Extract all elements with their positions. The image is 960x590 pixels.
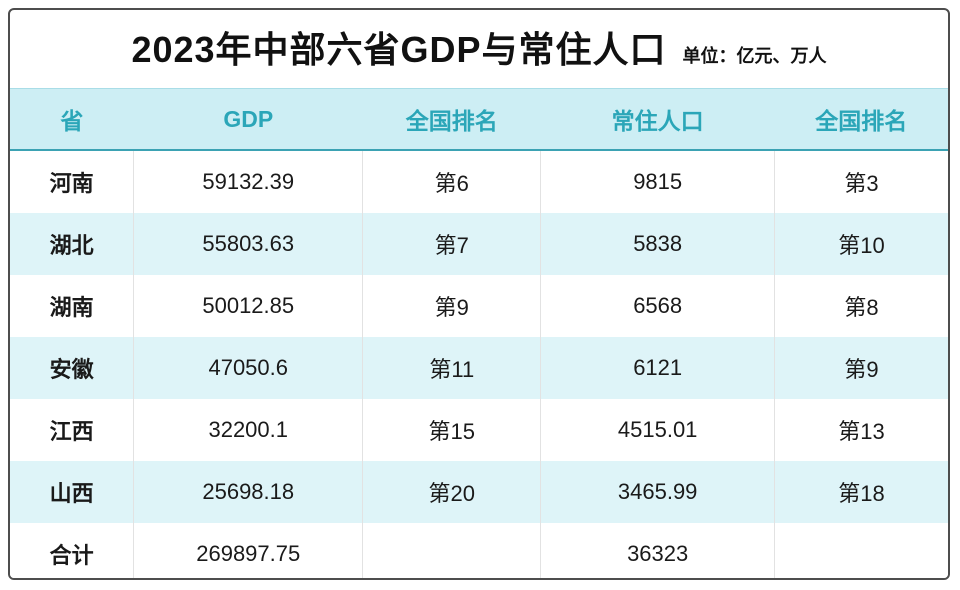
- cell-province: 湖北: [10, 213, 135, 275]
- cell-population-rank: 第9: [844, 357, 879, 382]
- cell-province: 合计: [10, 523, 135, 578]
- cell-population: 6568: [540, 275, 775, 337]
- cell-province: 安徽: [10, 337, 135, 399]
- cell-province: 湖南: [10, 275, 135, 337]
- cell-population: 36323: [540, 523, 775, 578]
- cell-gdp: 50012.85: [133, 275, 364, 337]
- table-row: 湖北 55803.63 第7 5838 第10: [10, 213, 948, 275]
- cell-gdp-rank: 第11: [362, 337, 542, 399]
- table-row-total: 合计 269897.75 36323: [10, 523, 948, 578]
- table-row: 山西 25698.18 第20 3465.99 第18: [10, 461, 948, 523]
- page-title: 2023年中部六省GDP与常住人口: [131, 29, 667, 70]
- cell-province: 河南: [10, 150, 135, 213]
- column-header-gdp: GDP: [133, 88, 363, 151]
- cell-population: 6121: [540, 337, 775, 399]
- column-header-population: 常住人口: [540, 88, 775, 151]
- cell-population-rank: 第10: [838, 233, 885, 258]
- cell-gdp-rank: 第6: [362, 150, 542, 213]
- cell-gdp-rank: 第20: [362, 461, 542, 523]
- cell-gdp-rank: 第9: [362, 275, 542, 337]
- cell-population-rank: 第3: [844, 171, 879, 196]
- table-card: 2023年中部六省GDP与常住人口 单位：亿元、万人 省 GDP 全国排名 常住…: [8, 8, 950, 580]
- cell-gdp: 25698.18: [133, 461, 364, 523]
- table-row: 江西 32200.1 第15 4515.01 第13: [10, 399, 948, 461]
- table-header: 省 GDP 全国排名 常住人口 全国排名: [10, 88, 948, 151]
- cell-gdp-rank: 第15: [362, 399, 542, 461]
- table-body: 河南 59132.39 第6 9815 第3 湖北 55803.63 第7 58…: [10, 150, 948, 578]
- cell-population-rank: [774, 523, 948, 578]
- header-row: 省 GDP 全国排名 常住人口 全国排名: [10, 88, 948, 151]
- title-bar: 2023年中部六省GDP与常住人口 单位：亿元、万人: [10, 10, 948, 88]
- table-row: 安徽 47050.6 第11 6121 第9: [10, 337, 948, 399]
- cell-gdp: 59132.39: [133, 150, 364, 213]
- cell-gdp: 32200.1: [133, 399, 364, 461]
- cell-population: 4515.01: [540, 399, 775, 461]
- table-row: 湖南 50012.85 第9 6568 第8: [10, 275, 948, 337]
- cell-population: 5838: [540, 213, 775, 275]
- cell-population-rank: 第18: [838, 481, 885, 506]
- cell-population-rank: 第13: [838, 419, 885, 444]
- table-row: 河南 59132.39 第6 9815 第3: [10, 150, 948, 213]
- gdp-population-table: 省 GDP 全国排名 常住人口 全国排名 河南 59132.39 第6 9815…: [10, 88, 948, 578]
- column-header-population-rank: 全国排名: [774, 88, 948, 151]
- cell-population: 3465.99: [540, 461, 775, 523]
- cell-province: 江西: [10, 399, 135, 461]
- cell-gdp: 47050.6: [133, 337, 364, 399]
- cell-gdp-rank: 第7: [362, 213, 542, 275]
- unit-label: 单位：亿元、万人: [682, 46, 827, 66]
- cell-gdp: 269897.75: [133, 523, 364, 578]
- cell-population-rank: 第8: [844, 295, 879, 320]
- cell-province: 山西: [10, 461, 135, 523]
- column-header-province: 省: [10, 88, 134, 151]
- cell-population: 9815: [540, 150, 775, 213]
- cell-gdp-rank: [362, 523, 542, 578]
- column-header-gdp-rank: 全国排名: [362, 88, 541, 151]
- cell-gdp: 55803.63: [133, 213, 364, 275]
